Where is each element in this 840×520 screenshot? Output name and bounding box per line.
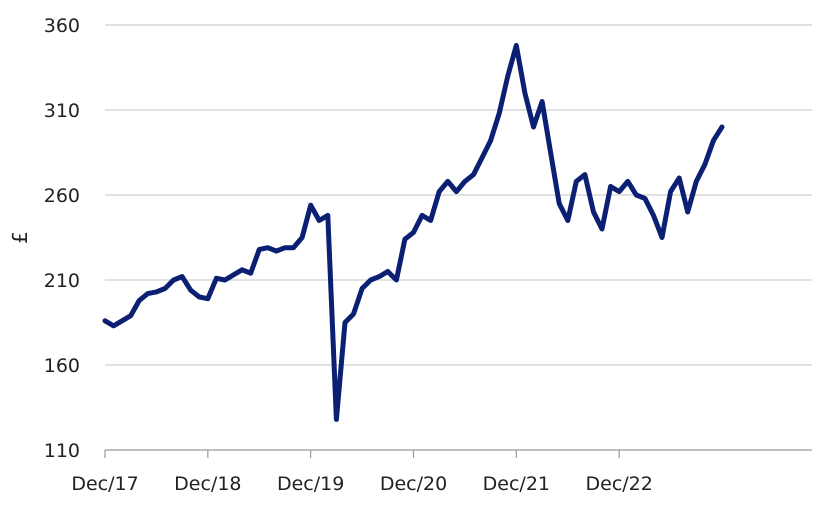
y-tick-label: 160 (44, 355, 80, 377)
y-tick-label: 210 (44, 270, 80, 292)
y-tick-label: 110 (44, 440, 80, 462)
x-tick-label: Dec/17 (71, 473, 138, 495)
gridlines (105, 24, 812, 366)
series-line (102, 42, 725, 422)
x-tick-label: Dec/19 (277, 473, 344, 495)
x-tick-label: Dec/22 (586, 473, 653, 495)
x-tick-label: Dec/20 (380, 473, 447, 495)
y-axis: 110 160 210 260 310 360 (44, 15, 80, 462)
x-axis: Dec/17 Dec/18 Dec/19 Dec/20 Dec/21 Dec/22 (71, 449, 812, 495)
y-tick-label: 360 (44, 15, 80, 37)
y-axis-label: £ (8, 231, 32, 244)
y-tick-label: 260 (44, 185, 80, 207)
x-tick-label: Dec/21 (483, 473, 550, 495)
series-layer (102, 42, 725, 422)
x-tick-label: Dec/18 (174, 473, 241, 495)
y-tick-label: 310 (44, 100, 80, 122)
